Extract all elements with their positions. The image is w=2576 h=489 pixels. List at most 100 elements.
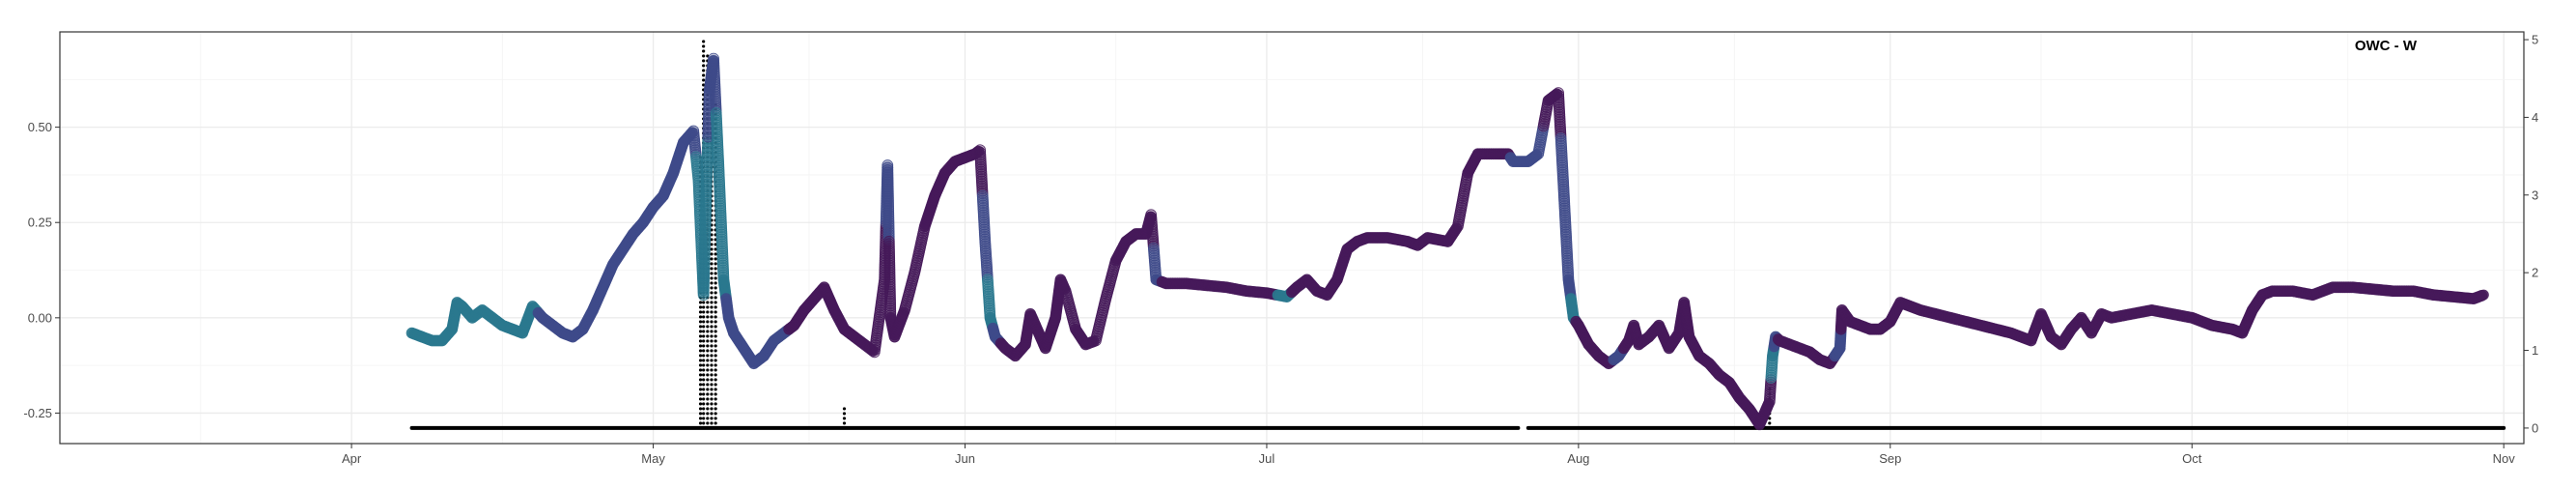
precip-point: [698, 392, 703, 396]
precip-point: [702, 402, 706, 406]
precip-point: [710, 363, 714, 367]
precip-point: [710, 272, 714, 275]
y-tick-label: 0.00: [28, 310, 52, 325]
precip-point: [698, 412, 703, 416]
data-point: [2478, 289, 2489, 301]
precip-point: [698, 330, 703, 333]
y2-tick-label: 1: [2532, 343, 2538, 358]
precip-point: [698, 310, 703, 314]
precip-point: [714, 247, 717, 251]
precip-point: [706, 315, 710, 319]
precip-point: [710, 354, 714, 358]
x-tick-label: Oct: [2182, 451, 2202, 466]
precip-point: [706, 412, 710, 416]
precip-point: [710, 243, 714, 246]
precip-point: [714, 383, 717, 387]
precip-point: [702, 301, 706, 304]
precip-point: [706, 354, 710, 358]
precip-point: [698, 368, 703, 372]
precip-point: [706, 373, 710, 377]
precip-point: [842, 407, 847, 411]
precip-point: [714, 373, 717, 377]
precip-point: [698, 354, 703, 358]
precip-point: [702, 426, 706, 430]
precip-point: [706, 397, 710, 401]
precip-point: [710, 397, 714, 401]
precip-point: [702, 54, 706, 58]
precip-point: [714, 344, 717, 348]
precip-point: [714, 417, 717, 420]
precip-point: [710, 305, 714, 309]
precip-point: [702, 305, 706, 309]
precip-point: [714, 320, 717, 324]
y-tick-label: 0.50: [28, 120, 52, 134]
precip-point: [710, 402, 714, 406]
precip-point: [714, 286, 717, 290]
precip-point: [710, 262, 714, 266]
precip-point: [714, 262, 717, 266]
precip-point: [710, 417, 714, 420]
precip-point: [702, 325, 706, 329]
precip-point: [706, 402, 710, 406]
precip-point: [714, 378, 717, 382]
precip-point: [714, 402, 717, 406]
precip-point: [714, 349, 717, 353]
precip-point: [706, 407, 710, 411]
precip-point: [710, 296, 714, 300]
precip-point: [714, 334, 717, 338]
precip-point: [714, 354, 717, 358]
precip-point: [714, 315, 717, 319]
precip-point: [706, 301, 710, 304]
precip-point: [714, 388, 717, 391]
precip-point: [714, 407, 717, 411]
precip-point: [714, 392, 717, 396]
precip-point: [702, 421, 706, 425]
precip-point: [710, 310, 714, 314]
x-tick-label: Aug: [1567, 451, 1589, 466]
precip-point: [698, 373, 703, 377]
precip-point: [710, 276, 714, 280]
precip-point: [706, 349, 710, 353]
precip-point: [1768, 421, 1772, 425]
precip-point: [714, 252, 717, 256]
precip-point: [710, 238, 714, 242]
precip-point: [710, 359, 714, 362]
precip-point: [698, 305, 703, 309]
precip-point: [702, 78, 706, 82]
precip-point: [710, 281, 714, 285]
precip-point: [842, 426, 847, 430]
precip-point: [698, 402, 703, 406]
precip-point: [714, 421, 717, 425]
precip-point: [1768, 426, 1772, 430]
precip-point: [702, 69, 706, 72]
precip-point: [702, 334, 706, 338]
precip-point: [714, 397, 717, 401]
precip-point: [710, 344, 714, 348]
precip-point: [710, 286, 714, 290]
precip-point: [710, 320, 714, 324]
precip-point: [698, 301, 703, 304]
precip-point: [702, 330, 706, 333]
precip-point: [710, 407, 714, 411]
precip-point: [842, 421, 847, 425]
x-tick-label: Jun: [955, 451, 975, 466]
precip-point: [710, 349, 714, 353]
precip-point: [710, 339, 714, 343]
precip-point: [698, 388, 703, 391]
precip-point: [710, 247, 714, 251]
precip-point: [714, 412, 717, 416]
precip-point: [706, 339, 710, 343]
precip-point: [706, 388, 710, 391]
precip-point: [702, 417, 706, 420]
precip-point: [710, 325, 714, 329]
precip-point: [710, 378, 714, 382]
precip-point: [706, 359, 710, 362]
precip-point: [710, 388, 714, 391]
precip-point: [698, 315, 703, 319]
precip-point: [702, 378, 706, 382]
precip-point: [714, 267, 717, 271]
precip-point: [714, 296, 717, 300]
precip-point: [714, 310, 717, 314]
precip-point: [706, 421, 710, 425]
precip-point: [714, 276, 717, 280]
